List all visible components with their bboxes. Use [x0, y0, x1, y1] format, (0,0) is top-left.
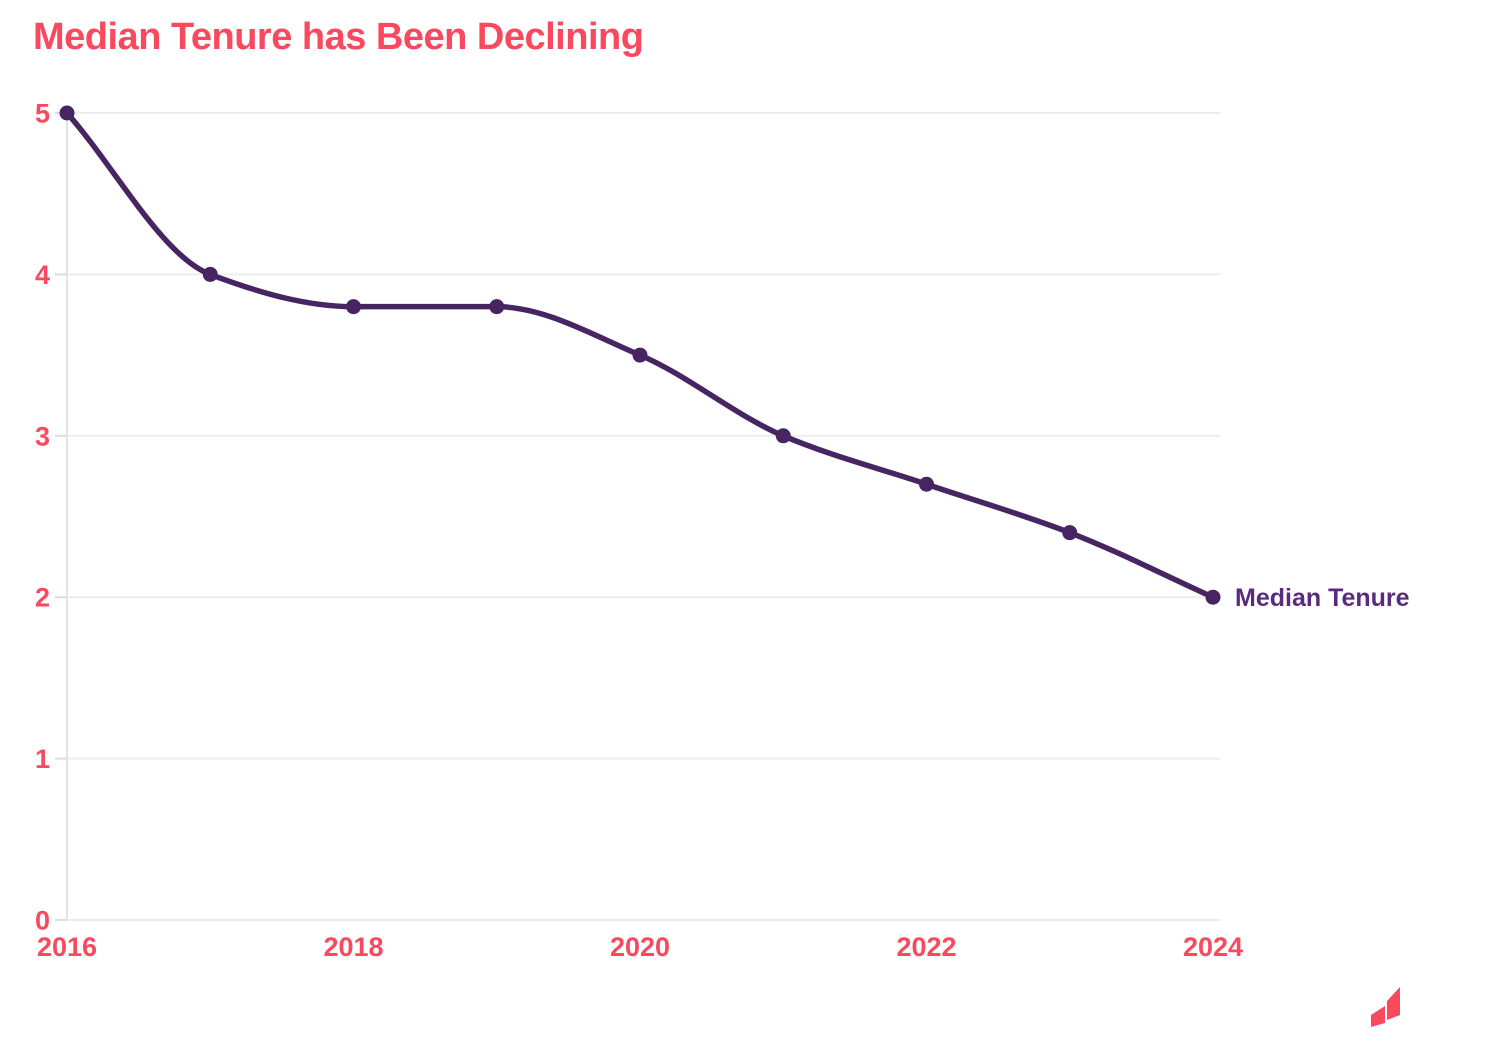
x-axis-label-2018: 2018	[323, 932, 383, 962]
y-axis-label-1: 1	[35, 744, 50, 774]
x-axis-label-2022: 2022	[896, 932, 956, 962]
y-axis-label-2: 2	[35, 583, 50, 613]
data-point-2020	[632, 347, 648, 363]
y-axis-label-4: 4	[35, 260, 50, 290]
data-point-2017	[202, 266, 218, 282]
page-title: Median Tenure has Been Declining	[33, 16, 644, 58]
data-point-2024	[1205, 589, 1221, 605]
data-point-2016	[59, 105, 75, 121]
y-axis-label-5: 5	[35, 99, 50, 129]
brand-mark-large-wing	[1387, 987, 1400, 1020]
x-axis-label-2020: 2020	[610, 932, 670, 962]
x-axis-label-2016: 2016	[37, 932, 97, 962]
y-axis-label-3: 3	[35, 421, 50, 451]
x-axis-label-2024: 2024	[1183, 932, 1243, 962]
data-point-2023	[1062, 525, 1078, 541]
data-point-2021	[775, 428, 791, 444]
brand-mark-small-wing	[1371, 1006, 1385, 1027]
brand-logo-icon	[1371, 987, 1400, 1027]
data-point-2019	[489, 299, 505, 315]
series-end-label: Median Tenure	[1235, 584, 1410, 612]
y-axis-label-0: 0	[35, 906, 50, 936]
data-point-2018	[346, 299, 361, 315]
data-point-2022	[919, 476, 934, 492]
